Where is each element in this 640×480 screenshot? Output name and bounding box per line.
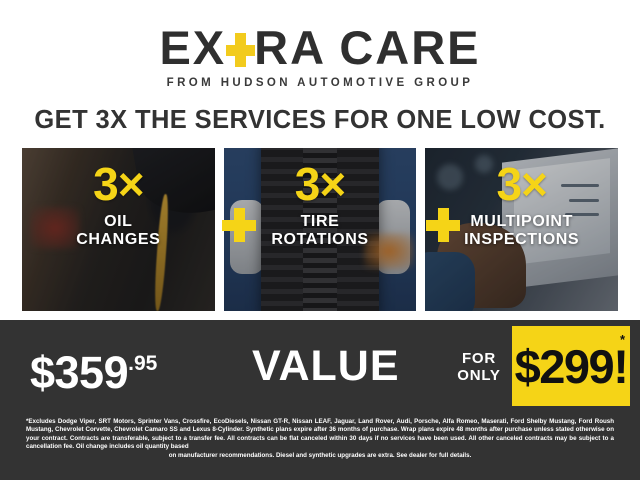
- value-dollars: $359: [30, 347, 129, 398]
- logo-subtitle: FROM HUDSON AUTOMOTIVE GROUP: [166, 77, 474, 89]
- disclaimer-line-3: plans expire 48 months after purchase un…: [26, 426, 614, 442]
- for-only-label: FOR ONLY: [452, 350, 506, 384]
- service-name-line1: MULTIPOINT: [470, 213, 573, 230]
- service-name-line2: INSPECTIONS: [464, 231, 580, 248]
- service-name: TIRE ROTATIONS: [271, 213, 368, 249]
- pricing-band: $359.95 VALUE FOR ONLY $299! *: [0, 320, 640, 412]
- photo-overlay: [22, 148, 215, 311]
- service-name-line2: ROTATIONS: [271, 231, 369, 248]
- service-panel-oil-changes: 3× OIL CHANGES: [22, 148, 215, 311]
- disclaimer-line-1: *Excludes Dodge Viper, SRT Motors, Sprin…: [26, 418, 525, 425]
- multiplier-label: 3×: [93, 158, 144, 210]
- service-panels: 3× OIL CHANGES 3× TIRE ROTATIONS: [22, 148, 619, 311]
- disclaimer-line-5: on manufacturer recommendations. Diesel …: [168, 451, 472, 459]
- original-value-price: $359.95: [30, 338, 157, 399]
- plus-icon: [222, 208, 256, 242]
- headline-tagline: GET 3X THE SERVICES FOR ONE LOW COST.: [34, 106, 606, 134]
- asterisk-marker: *: [619, 332, 625, 347]
- service-name: OIL CHANGES: [76, 213, 160, 249]
- service-name-line1: OIL: [104, 213, 133, 230]
- plus-icon: [426, 208, 460, 242]
- logo-text-part1: EX: [159, 21, 227, 74]
- multiplier-label: 3×: [496, 158, 547, 210]
- deal-price-label: $299!: [514, 339, 629, 393]
- disclaimer-fine-print: *Excludes Dodge Viper, SRT Motors, Sprin…: [0, 412, 640, 480]
- service-name-line1: TIRE: [300, 213, 340, 230]
- oil-pour-photo: [22, 148, 215, 311]
- value-word-label: VALUE: [252, 342, 400, 390]
- logo-text-part2: RA CARE: [254, 21, 481, 74]
- value-cents: .95: [128, 352, 158, 375]
- for-only-line2: ONLY: [457, 367, 501, 384]
- disclaimer-line-4: canceled within 30 days if no services h…: [26, 434, 614, 451]
- for-only-line1: FOR: [461, 350, 497, 367]
- logo-wordmark: EX RA CARE: [159, 22, 480, 74]
- plus-icon: [225, 33, 256, 67]
- disclaimer-line-2: Shelby Mustang, Ford Roush Mustang, Chev…: [26, 418, 614, 434]
- deal-price-box: $299! *: [512, 326, 630, 406]
- service-name-line2: CHANGES: [76, 231, 161, 248]
- multiplier-label: 3×: [294, 158, 346, 210]
- brand-logo: EX RA CARE FROM HUDSON AUTOMOTIVE GROUP: [0, 22, 640, 90]
- service-name: MULTIPOINT INSPECTIONS: [464, 213, 579, 249]
